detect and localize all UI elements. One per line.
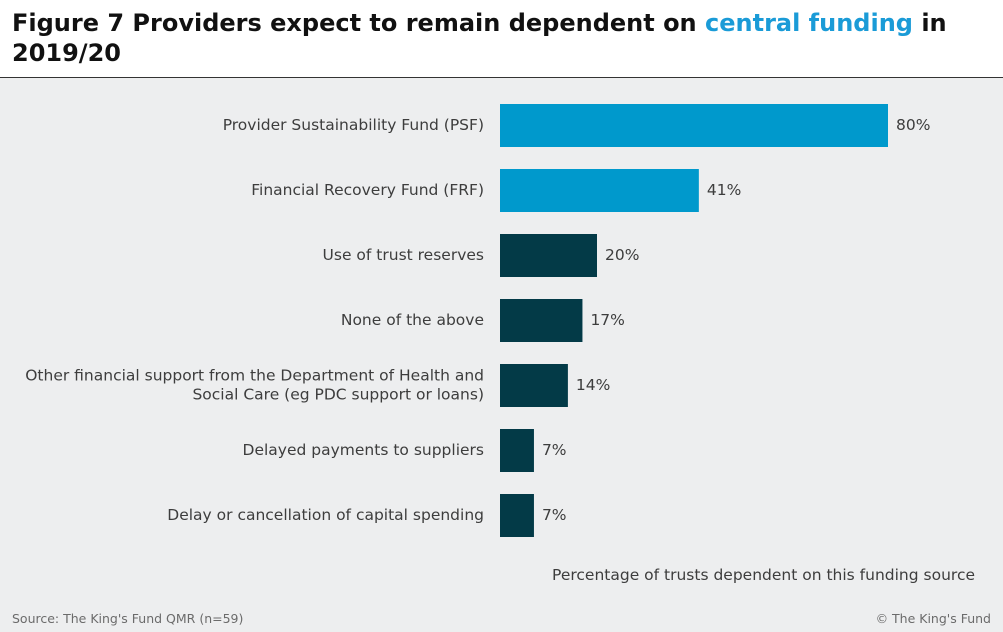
category-label-4: None of the above xyxy=(341,311,484,329)
value-label-5: 14% xyxy=(576,376,610,394)
category-label-line: Provider Sustainability Fund (PSF) xyxy=(223,116,484,134)
category-label-line: Social Care (eg PDC support or loans) xyxy=(192,386,484,404)
category-label-7: Delay or cancellation of capital spendin… xyxy=(167,506,484,524)
title-divider xyxy=(0,77,1003,78)
category-label-1: Provider Sustainability Fund (PSF) xyxy=(223,116,484,134)
category-label-5: Other financial support from the Departm… xyxy=(25,367,484,404)
value-label-1: 80% xyxy=(896,116,930,134)
bar-3 xyxy=(500,234,597,277)
chart-title-prefix: Figure 7 Providers expect to remain depe… xyxy=(12,9,705,37)
category-label-3: Use of trust reserves xyxy=(323,246,484,264)
category-label-6: Delayed payments to suppliers xyxy=(243,441,484,459)
bar-5 xyxy=(500,364,568,407)
x-axis-label: Percentage of trusts dependent on this f… xyxy=(552,566,975,584)
copyright-note: © The King's Fund xyxy=(875,611,991,626)
value-label-7: 7% xyxy=(542,506,567,524)
bar-7 xyxy=(500,494,534,537)
chart-title-suffix: in 2019/20 xyxy=(12,9,947,67)
value-label-6: 7% xyxy=(542,441,567,459)
value-label-4: 17% xyxy=(590,311,624,329)
category-label-line: Delayed payments to suppliers xyxy=(243,441,484,459)
category-label-line: Other financial support from the Departm… xyxy=(25,367,484,385)
category-label-line: None of the above xyxy=(341,311,484,329)
category-label-2: Financial Recovery Fund (FRF) xyxy=(251,181,484,199)
bar-2 xyxy=(500,169,699,212)
value-label-2: 41% xyxy=(707,181,741,199)
category-label-line: Financial Recovery Fund (FRF) xyxy=(251,181,484,199)
bar-chart: 80% Provider Sustainability Fund (PSF) 41%… xyxy=(25,104,930,537)
bar-1 xyxy=(500,104,888,147)
value-label-3: 20% xyxy=(605,246,639,264)
bar-6 xyxy=(500,429,534,472)
category-label-line: Delay or cancellation of capital spendin… xyxy=(167,506,484,524)
bar-4 xyxy=(500,299,583,342)
category-label-line: Use of trust reserves xyxy=(323,246,484,264)
chart-title-highlight: central funding xyxy=(705,9,913,37)
chart-title: Figure 7 Providers expect to remain depe… xyxy=(12,8,992,68)
source-note: Source: The King's Fund QMR (n=59) xyxy=(12,611,244,626)
